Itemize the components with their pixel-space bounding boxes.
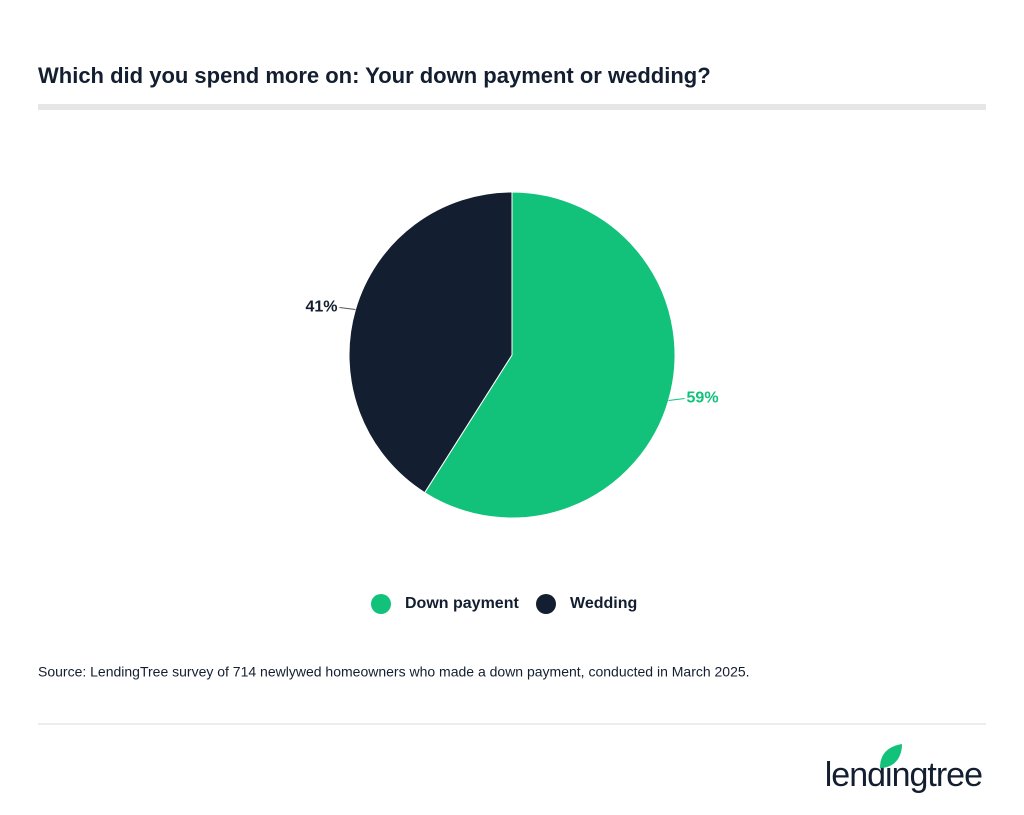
legend-label: Wedding [570,595,637,612]
logo-leaf [880,744,902,768]
pie-slice [348,191,513,494]
legend-label: Down payment [405,595,519,612]
legend-swatch [536,594,556,614]
pie-slice [423,191,676,519]
leader-line [339,307,356,311]
leader-line [668,397,685,401]
data-label: 41% [305,299,337,316]
source-note: Source: LendingTree survey of 714 newlyw… [38,664,750,680]
legend-swatch [371,594,391,614]
title-rule [38,104,986,110]
brand-logo: lendingtree [825,756,982,794]
chart-title: Which did you spend more on: Your down p… [38,63,711,88]
data-label: 59% [687,390,719,407]
